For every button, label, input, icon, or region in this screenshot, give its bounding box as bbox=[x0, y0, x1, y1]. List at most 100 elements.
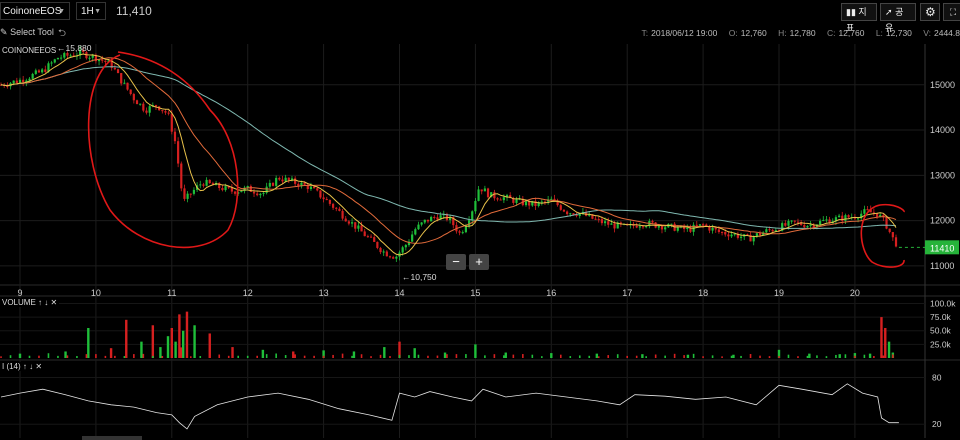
timeframe-selector[interactable]: 1H ▼ bbox=[76, 2, 106, 20]
candle-body bbox=[395, 256, 398, 259]
candle-body bbox=[499, 199, 502, 201]
arrow-down-icon[interactable]: ↓ bbox=[29, 362, 34, 371]
candle-body bbox=[338, 208, 341, 211]
candle-body bbox=[47, 63, 50, 72]
volume-bar bbox=[261, 349, 265, 358]
candle-body bbox=[300, 182, 303, 187]
volume-bar bbox=[218, 354, 221, 358]
candle-body bbox=[22, 79, 25, 83]
volume-bar bbox=[436, 355, 439, 358]
candle-body bbox=[458, 231, 461, 233]
candle-body bbox=[287, 177, 290, 181]
candle-body bbox=[94, 54, 97, 62]
candle-body bbox=[736, 233, 739, 238]
volume-bar bbox=[28, 355, 31, 358]
candle-body bbox=[787, 221, 790, 226]
candle-body bbox=[411, 234, 414, 242]
select-tool[interactable]: ✎ Select Tool bbox=[0, 27, 54, 38]
bar-chart-icon: ▮▮ bbox=[846, 7, 856, 17]
candle-body bbox=[154, 105, 158, 107]
volume-bar bbox=[493, 354, 496, 358]
candle-body bbox=[401, 247, 404, 253]
candle-body bbox=[474, 200, 477, 212]
candle-body bbox=[657, 226, 660, 228]
share-button[interactable]: ➚ 공유 bbox=[880, 3, 916, 33]
candle-body bbox=[746, 234, 749, 236]
volume-bar bbox=[38, 355, 40, 358]
candle-body bbox=[689, 227, 692, 232]
candle-body bbox=[515, 199, 518, 203]
candle-body bbox=[344, 218, 347, 222]
volume-bar bbox=[133, 354, 135, 358]
settings-button[interactable]: ⚙ bbox=[920, 3, 940, 21]
candle-body bbox=[717, 229, 721, 232]
x-tick-label: 16 bbox=[546, 288, 556, 298]
close-icon[interactable]: ✕ bbox=[50, 298, 58, 307]
volume-bar bbox=[181, 330, 185, 358]
arrow-up-icon[interactable]: ↑ bbox=[38, 298, 43, 307]
candle-body bbox=[15, 80, 18, 83]
candle-body bbox=[6, 85, 9, 87]
rsi-legend: I (14) bbox=[2, 362, 21, 371]
candle-body bbox=[186, 193, 189, 199]
candle-body bbox=[265, 186, 268, 193]
high-value: 12,780 bbox=[789, 28, 816, 38]
candle-body bbox=[888, 228, 891, 233]
candle-body bbox=[784, 223, 787, 226]
symbol-selector[interactable]: CoinoneEOS ▼ bbox=[0, 2, 70, 20]
ohlc-readout: T: 2018/06/12 19:00 O: 12,760 H: 12,780 C: 1… bbox=[642, 28, 960, 38]
moving-average-mid bbox=[0, 57, 897, 244]
candle-body bbox=[316, 188, 319, 191]
candle-body bbox=[139, 103, 142, 105]
candle-body bbox=[755, 233, 758, 237]
candle-body bbox=[815, 224, 819, 228]
candle-body bbox=[113, 67, 116, 70]
candle-body bbox=[104, 60, 107, 63]
candle-body bbox=[509, 195, 512, 199]
candle-body bbox=[597, 219, 600, 221]
volume-bar bbox=[673, 353, 676, 358]
volume-bar bbox=[868, 353, 872, 358]
undo-icon[interactable]: ⮌ bbox=[58, 28, 67, 39]
candle-body bbox=[404, 245, 407, 248]
volume-bar bbox=[151, 325, 155, 358]
indicator-button[interactable]: ▮▮ 지표 bbox=[841, 3, 877, 33]
candle-body bbox=[379, 247, 382, 253]
candle-body bbox=[483, 188, 486, 192]
candle-body bbox=[366, 236, 369, 238]
candle-body bbox=[641, 226, 645, 228]
zoom-out-button[interactable]: − bbox=[446, 254, 466, 270]
candle-body bbox=[369, 236, 373, 238]
candle-body bbox=[297, 183, 300, 187]
fullscreen-button[interactable]: ⛶ bbox=[943, 3, 960, 21]
hand-drawn-circle bbox=[860, 203, 905, 268]
candle-body bbox=[388, 256, 392, 258]
volume-bar bbox=[616, 354, 619, 358]
arrow-down-icon[interactable]: ↓ bbox=[44, 298, 49, 307]
candle-body bbox=[135, 100, 139, 105]
volume-bar bbox=[87, 328, 90, 358]
candle-body bbox=[12, 80, 15, 84]
candle-body bbox=[170, 113, 173, 132]
candle-body bbox=[796, 221, 800, 223]
candle-body bbox=[325, 199, 328, 201]
zoom-in-button[interactable]: + bbox=[469, 254, 489, 270]
close-icon[interactable]: ✕ bbox=[35, 362, 43, 371]
candle-body bbox=[350, 222, 354, 224]
arrow-up-icon[interactable]: ↑ bbox=[22, 362, 27, 371]
candle-body bbox=[224, 186, 227, 191]
volume-bar bbox=[66, 355, 69, 358]
volume-bar bbox=[882, 355, 885, 358]
candle-body bbox=[233, 191, 237, 194]
candle-body bbox=[373, 237, 376, 242]
volume-bar bbox=[892, 354, 894, 358]
volume-bar bbox=[114, 355, 116, 358]
volume-bar bbox=[171, 349, 173, 358]
volume-bar bbox=[76, 356, 78, 358]
volume-bar bbox=[873, 356, 875, 358]
volume-bar bbox=[825, 356, 828, 358]
close-label: C: bbox=[826, 28, 836, 38]
candle-body bbox=[50, 62, 53, 64]
candle-body bbox=[183, 188, 186, 199]
